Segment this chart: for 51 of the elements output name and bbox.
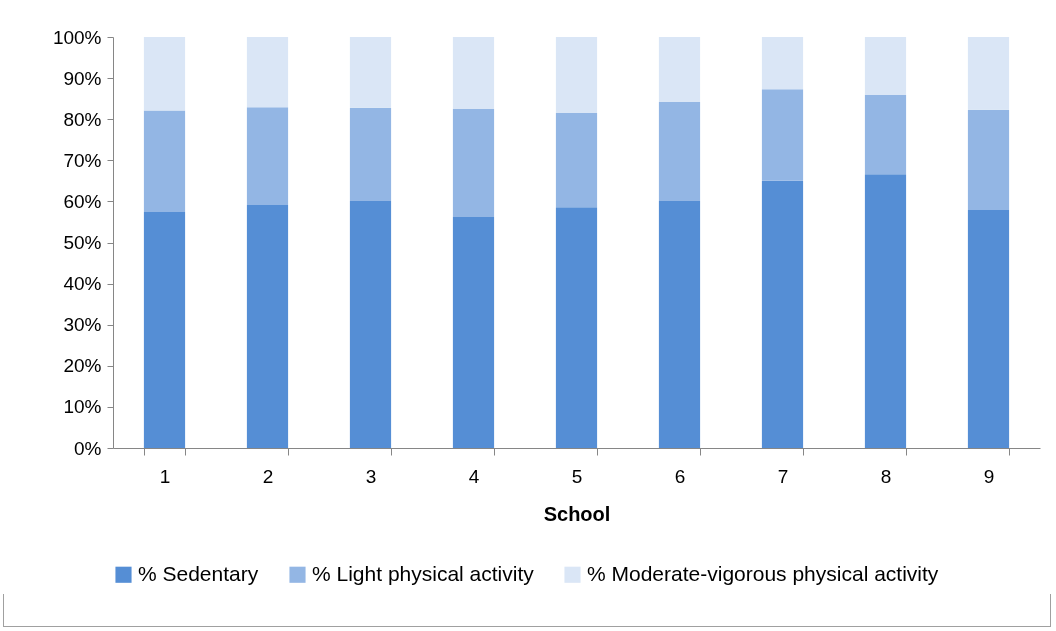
bar: [864, 174, 907, 448]
y-tick-label: 80%: [63, 108, 102, 130]
bar: [246, 37, 289, 108]
x-tick-label: 8: [880, 465, 892, 487]
bar: [658, 37, 701, 102]
bar: [555, 113, 598, 208]
bar: [143, 212, 186, 448]
y-tick-label: 60%: [63, 190, 102, 212]
bar: [967, 210, 1010, 448]
legend-label: % Sedentary: [138, 561, 259, 585]
x-axis-title: School: [543, 502, 611, 525]
bar: [761, 37, 804, 90]
bar: [967, 37, 1010, 110]
bar: [452, 108, 495, 218]
bar: [349, 37, 392, 108]
legend-label: % Moderate-vigorous physical activity: [587, 561, 939, 585]
bar: [658, 101, 701, 201]
bar: [761, 89, 804, 181]
y-tick-label: 30%: [63, 314, 102, 336]
y-tick-label: 50%: [63, 232, 102, 253]
x-tick-label: 7: [777, 465, 789, 487]
bar: [452, 217, 495, 448]
bar: [452, 37, 495, 109]
bar: [658, 200, 701, 448]
y-tick-label: 100%: [52, 26, 102, 48]
x-tick-label: 5: [571, 465, 583, 487]
y-tick-label: 10%: [63, 396, 102, 418]
bar: [246, 107, 289, 206]
y-tick-label: 20%: [63, 355, 102, 377]
y-tick-label: 90%: [63, 67, 102, 89]
bar: [864, 37, 907, 95]
x-tick-label: 4: [468, 465, 480, 487]
x-tick-label: 2: [262, 465, 274, 487]
bar: [967, 109, 1010, 211]
y-tick-label: 70%: [63, 149, 102, 171]
legend-label: % Light physical activity: [312, 561, 535, 585]
bar: [349, 107, 392, 201]
y-tick-label: 0%: [74, 437, 102, 459]
x-tick-label: 9: [983, 465, 995, 487]
bar: [143, 37, 186, 111]
bar: [761, 180, 804, 448]
bar: [246, 205, 289, 448]
x-tick-label: 1: [159, 465, 171, 487]
bar: [555, 37, 598, 114]
y-tick-label: 40%: [63, 273, 102, 295]
bar: [143, 110, 186, 213]
x-tick-label: 3: [365, 465, 377, 487]
x-tick-label: 6: [674, 465, 686, 487]
bar: [864, 94, 907, 175]
bar: [349, 200, 392, 448]
bar: [555, 207, 598, 448]
